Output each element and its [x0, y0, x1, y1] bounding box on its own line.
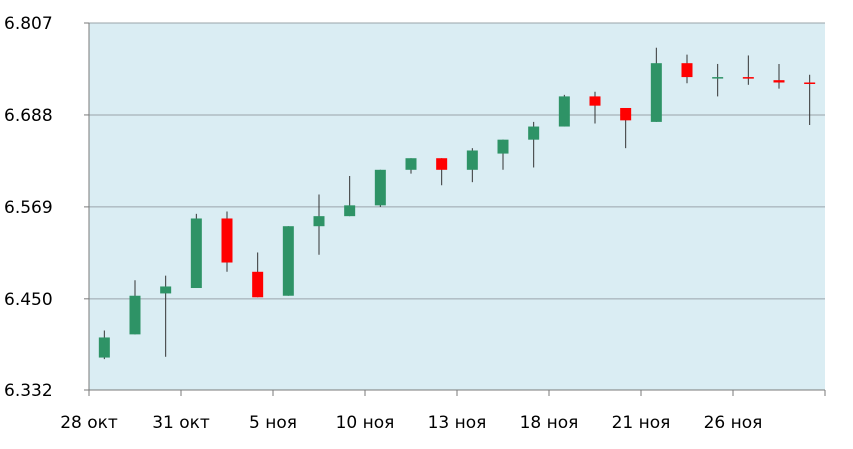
candle-body: [436, 158, 448, 170]
candle-body: [773, 80, 785, 83]
candle-body: [98, 337, 110, 358]
axes: [84, 22, 826, 396]
x-tick-labels: 28 окт 31 окт 5 ноя 10 ноя 13 ноя 18 ноя 21 но…: [60, 413, 762, 433]
y-tick-label: 6.807: [4, 14, 53, 34]
candle-body: [405, 158, 417, 170]
x-tick-label: 28 окт: [60, 413, 118, 433]
candle-body: [282, 226, 294, 296]
candle-body: [497, 139, 509, 154]
candle-body: [252, 271, 264, 298]
y-tick-label: 6.688: [4, 106, 53, 126]
candle-body: [190, 218, 202, 289]
candle-bodies: [98, 63, 816, 358]
candle-body: [620, 107, 632, 121]
candle-body: [528, 126, 540, 140]
candle-body: [344, 205, 356, 217]
x-tick-label: 31 окт: [152, 413, 210, 433]
candle-body: [466, 150, 478, 170]
x-tick-label: 18 ноя: [520, 413, 579, 433]
x-tick-label: 5 ноя: [249, 413, 297, 433]
candle-body: [374, 169, 386, 206]
x-tick-label: 13 ноя: [428, 413, 487, 433]
candle-body: [804, 82, 816, 84]
candle-body: [313, 216, 325, 227]
candle-body: [681, 63, 693, 78]
y-tick-labels: 6.807 6.688 6.569 6.450 6.332: [4, 14, 53, 401]
x-tick-label: 10 ноя: [336, 413, 395, 433]
x-tick-label: 26 ноя: [704, 413, 763, 433]
x-tick-label: 21 ноя: [612, 413, 671, 433]
candle-body: [221, 218, 233, 263]
y-tick-label: 6.569: [4, 198, 53, 218]
y-tick-label: 6.332: [4, 381, 53, 401]
candle-body: [742, 77, 754, 79]
candle-body: [129, 295, 141, 335]
y-tick-label: 6.450: [4, 290, 53, 310]
candle-body: [160, 286, 172, 294]
candle-body: [558, 96, 570, 127]
candle-body: [589, 96, 601, 106]
candle-body: [712, 77, 724, 79]
candle-body: [650, 63, 662, 122]
gridlines: [89, 22, 825, 300]
